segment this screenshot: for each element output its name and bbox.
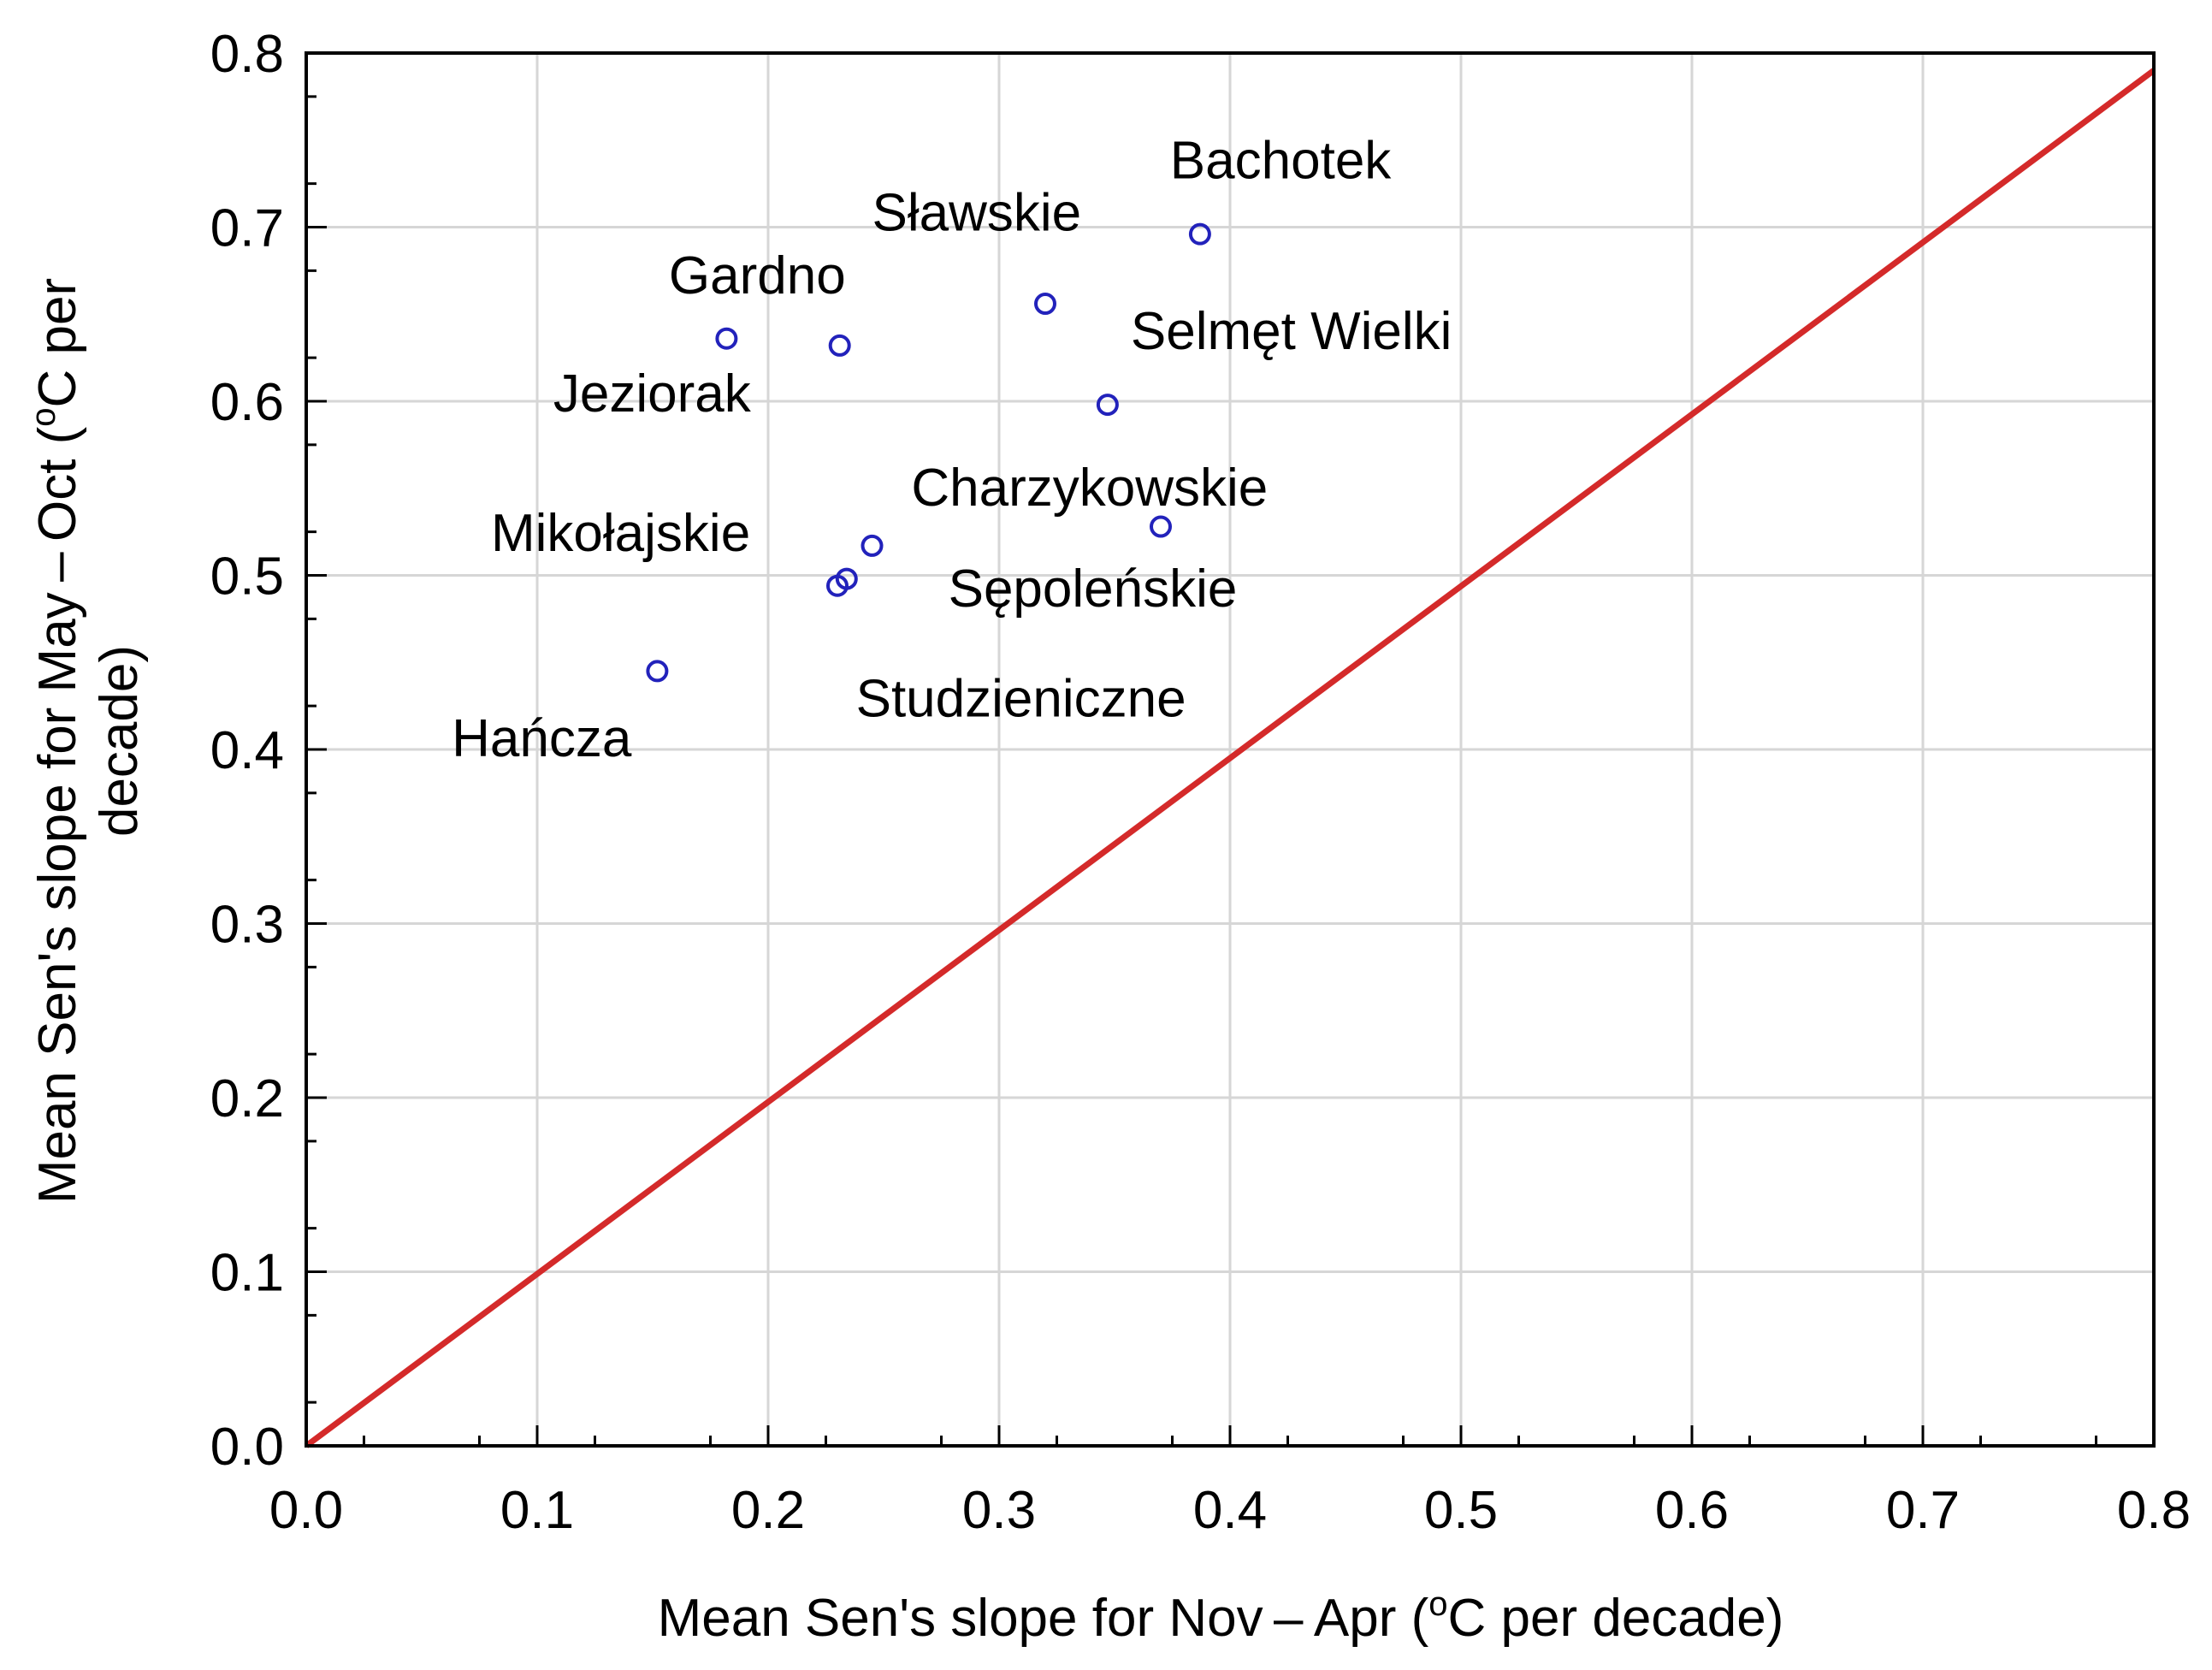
data-point — [646, 660, 669, 683]
y-axis-title-degree: o — [25, 407, 62, 426]
data-point — [826, 574, 849, 597]
data-point — [1096, 394, 1119, 417]
x-tick-label: 0.2 — [731, 1481, 805, 1540]
data-points — [646, 222, 1211, 683]
y-tick-label: 0.4 — [210, 721, 284, 780]
x-tick-label: 0.0 — [269, 1481, 343, 1540]
y-tick-label: 0.3 — [210, 896, 284, 955]
y-tick-label: 0.8 — [210, 25, 284, 84]
point-label: Gardno — [669, 246, 846, 305]
x-tick-label: 0.4 — [1193, 1481, 1267, 1540]
x-tick-label: 0.5 — [1424, 1481, 1498, 1540]
x-tick-label: 0.6 — [1655, 1481, 1729, 1540]
point-label: Hańcza — [452, 709, 632, 768]
y-axis-title-group: Mean Sen's slope for May – Oct (oC per d… — [25, 278, 149, 1204]
data-point — [828, 334, 851, 357]
point-label: Selmęt Wielki — [1131, 302, 1452, 361]
y-tick-labels: 0.0 0.1 0.2 0.3 0.4 0.5 0.6 0.7 0.8 — [210, 25, 284, 1477]
y-axis-title-suffix: C per — [28, 278, 87, 408]
y-axis-title-prefix: Mean Sen's slope for May – Oct ( — [28, 426, 87, 1204]
tick-marks — [305, 51, 2156, 1448]
data-point — [1188, 222, 1211, 246]
point-label: Sępoleńskie — [949, 560, 1238, 619]
y-axis-title-line2: decade) — [90, 645, 149, 837]
data-point — [861, 534, 884, 557]
x-axis-title-degree: o — [1428, 1585, 1447, 1623]
x-axis-title-prefix: Mean Sen's slope for Nov – Apr ( — [658, 1589, 1429, 1648]
y-tick-label: 0.5 — [210, 548, 284, 607]
x-tick-labels: 0.0 0.1 0.2 0.3 0.4 0.5 0.6 0.7 0.8 — [269, 1481, 2191, 1540]
x-axis-title: Mean Sen's slope for Nov – Apr (oC per d… — [658, 1585, 1784, 1648]
x-tick-label: 0.3 — [962, 1481, 1036, 1540]
point-label: Bachotek — [1170, 132, 1393, 191]
y-tick-label: 0.7 — [210, 199, 284, 258]
y-tick-label: 0.1 — [210, 1244, 284, 1303]
x-tick-label: 0.1 — [500, 1481, 574, 1540]
y-axis-title-line1: Mean Sen's slope for May – Oct (oC per — [25, 278, 87, 1204]
x-axis-title-suffix: C per decade) — [1448, 1589, 1784, 1648]
point-label: Jeziorak — [553, 364, 752, 423]
data-point — [1034, 293, 1056, 316]
y-tick-label: 0.2 — [210, 1069, 284, 1128]
point-label: Charzykowskie — [911, 459, 1268, 518]
y-tick-label: 0.0 — [210, 1418, 284, 1477]
point-label: Sławskie — [872, 184, 1082, 243]
x-tick-label: 0.7 — [1886, 1481, 1960, 1540]
point-label: Mikołajskie — [491, 504, 750, 563]
x-tick-label: 0.8 — [2117, 1481, 2191, 1540]
point-labels: Bachotek Sławskie Gardno Selmęt Wielki Jezio… — [452, 132, 1452, 769]
point-label: Studzieniczne — [856, 669, 1186, 728]
reference-line-group — [304, 68, 2156, 1448]
y-tick-label: 0.6 — [210, 373, 284, 432]
data-point — [715, 327, 738, 350]
data-point — [1150, 515, 1172, 538]
reference-line — [304, 68, 2156, 1448]
